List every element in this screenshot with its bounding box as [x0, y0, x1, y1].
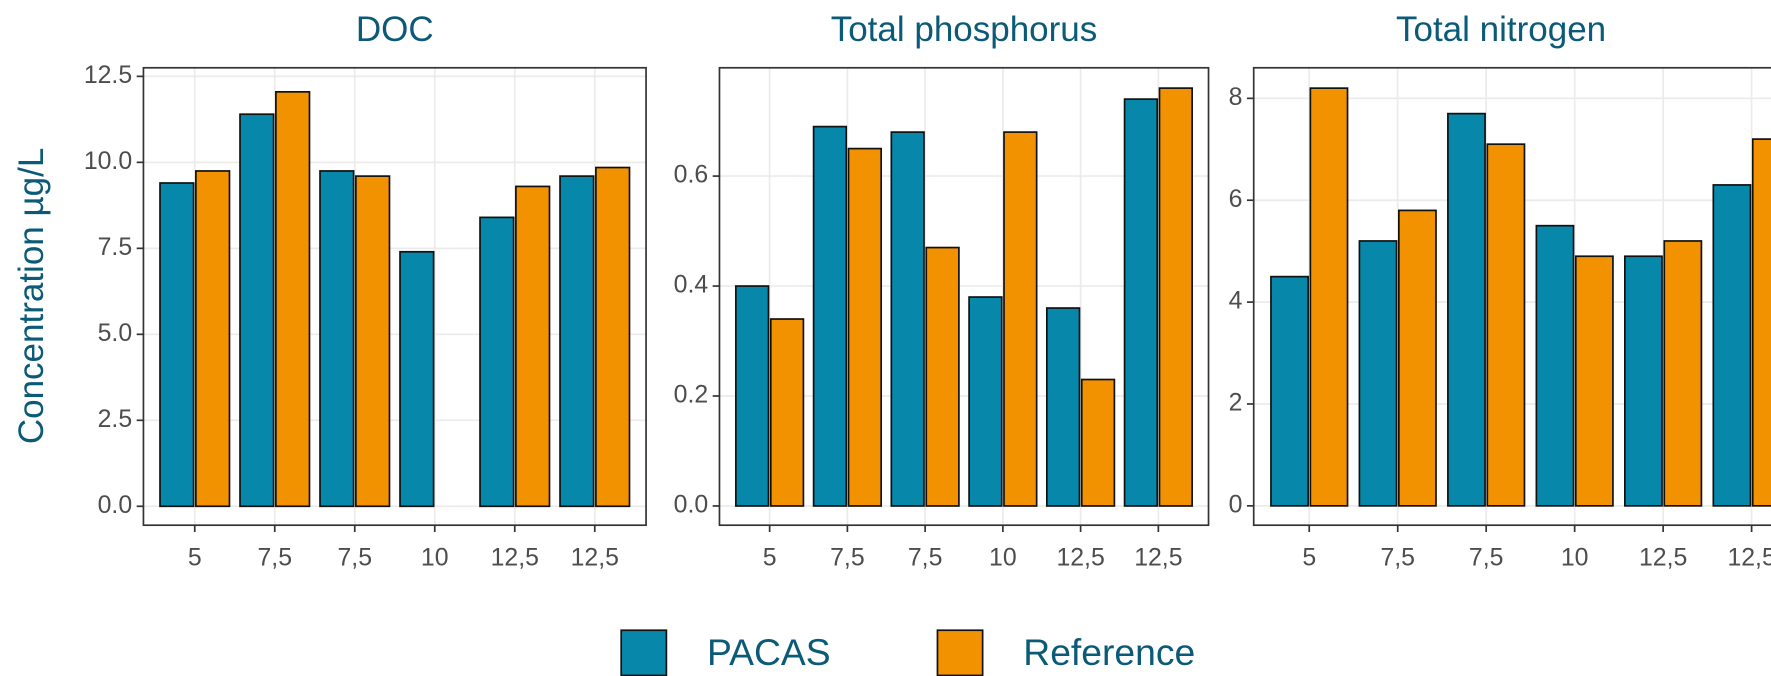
y-tick-label: 6	[1229, 186, 1243, 213]
x-tick-label: 12,5	[571, 545, 619, 572]
panel	[142, 66, 647, 527]
y-tick-label: 4	[1229, 288, 1243, 315]
x-tick-label: 12,5	[491, 545, 539, 572]
bar	[1397, 209, 1437, 507]
x-tick-label: 7,5	[908, 545, 943, 572]
x-tick-label: 7,5	[257, 545, 292, 572]
y-tick-label: 0.0	[98, 492, 133, 519]
panel	[1252, 66, 1771, 527]
bar	[847, 147, 883, 507]
bar	[159, 182, 195, 508]
x-tick-label: 12,5	[1639, 545, 1687, 572]
bar	[1309, 87, 1349, 507]
legend-swatch	[620, 629, 668, 676]
bar	[1624, 255, 1663, 507]
x-tick-label: 12,5	[1056, 545, 1104, 572]
bar	[1663, 240, 1703, 507]
bar	[769, 318, 805, 507]
bar	[399, 250, 435, 508]
bar	[1486, 143, 1526, 507]
bar	[1535, 224, 1575, 507]
x-tick-label: 12,5	[1727, 545, 1771, 572]
y-tick-label: 0	[1229, 491, 1243, 518]
bar	[1574, 255, 1614, 507]
y-axis-label: Concentration µg/L	[12, 148, 51, 444]
x-tick-label: 7,5	[830, 545, 865, 572]
bar	[1045, 307, 1081, 507]
panel-border	[1252, 66, 1771, 527]
panel	[718, 66, 1210, 527]
x-tick-label: 7,5	[1469, 545, 1504, 572]
bar	[1270, 275, 1309, 507]
y-tick-label: 0.6	[674, 162, 709, 189]
panel-title: Total nitrogen	[1396, 10, 1606, 49]
y-tick-label: 12.5	[84, 62, 132, 89]
bar	[925, 246, 960, 507]
x-tick-label: 10	[1561, 545, 1589, 572]
bar	[812, 125, 848, 507]
bar	[1003, 131, 1038, 507]
panel-title: DOC	[356, 10, 434, 49]
x-tick-label: 12,5	[1134, 545, 1182, 572]
bar	[275, 91, 311, 508]
legend-label: PACAS	[707, 631, 831, 673]
bar	[355, 175, 391, 508]
bar	[195, 170, 231, 508]
x-tick-label: 10	[421, 545, 449, 572]
x-tick-label: 7,5	[1380, 545, 1415, 572]
y-tick-label: 0.4	[674, 272, 709, 299]
bar	[595, 166, 631, 508]
y-tick-label: 5.0	[98, 320, 133, 347]
y-tick-label: 2.5	[98, 406, 133, 433]
x-tick-label: 5	[763, 545, 777, 572]
x-tick-label: 5	[1302, 545, 1316, 572]
legend-swatch	[936, 629, 984, 676]
panel-border	[718, 66, 1210, 527]
bar	[1358, 240, 1398, 507]
bar	[239, 113, 275, 508]
x-tick-label: 10	[989, 545, 1017, 572]
panel-title: Total phosphorus	[831, 10, 1098, 49]
panel-border	[142, 66, 647, 527]
bar	[1712, 184, 1752, 507]
y-tick-label: 7.5	[98, 234, 133, 261]
bar	[559, 175, 595, 508]
bar	[735, 285, 770, 507]
bar	[319, 170, 355, 508]
y-tick-label: 0.0	[674, 492, 709, 519]
x-tick-label: 7,5	[337, 545, 372, 572]
bar	[1080, 378, 1116, 507]
bar	[968, 296, 1003, 507]
y-tick-label: 10.0	[84, 148, 132, 175]
y-tick-label: 2	[1229, 390, 1243, 417]
y-tick-label: 8	[1229, 84, 1243, 111]
x-tick-label: 5	[188, 545, 202, 572]
bar	[1158, 87, 1193, 507]
bar	[1123, 98, 1159, 507]
bar	[515, 185, 551, 508]
bar	[890, 131, 925, 507]
bar	[1447, 112, 1486, 507]
bar	[479, 216, 515, 508]
bar	[1751, 138, 1771, 507]
legend-label: Reference	[1023, 631, 1195, 673]
y-tick-label: 0.2	[674, 382, 709, 409]
